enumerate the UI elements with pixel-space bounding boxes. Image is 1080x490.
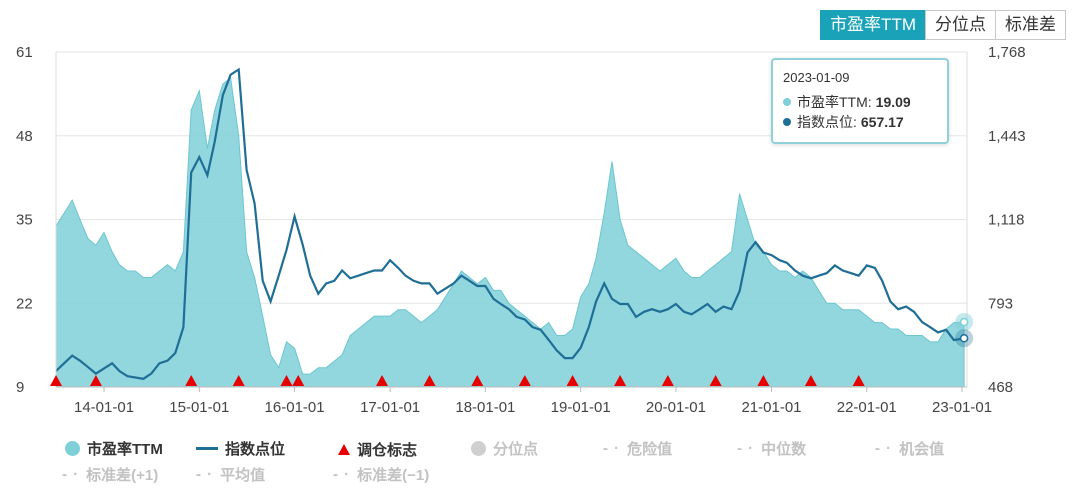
rebalance-marker	[292, 375, 305, 386]
dash-icon: - ·	[875, 440, 893, 457]
x-tick-label: 23-01-01	[932, 399, 992, 416]
rebalance-markers	[50, 375, 865, 386]
tab-pe-ttm[interactable]: 市盈率TTM	[820, 10, 926, 40]
x-tick-label: 16-01-01	[265, 399, 325, 416]
rebalance-marker	[280, 375, 293, 386]
legend-item-percentile[interactable]: 分位点	[471, 438, 538, 459]
legend-item-danger[interactable]: - · 危险值	[603, 440, 673, 458]
tooltip-date: 2023-01-09	[783, 70, 850, 85]
rebalance-marker	[614, 375, 627, 386]
hover-highlight	[955, 312, 974, 348]
tooltip-index-row: 指数点位: 657.17	[783, 112, 904, 132]
rebalance-marker	[661, 375, 674, 386]
x-tick-label: 20-01-01	[646, 399, 706, 416]
tooltip-pe-value: 19.09	[875, 94, 911, 110]
legend-item-opportunity[interactable]: - · 机会值	[875, 440, 945, 458]
x-tick-label: 17-01-01	[360, 399, 420, 416]
dash-icon: - ·	[333, 466, 351, 483]
rebalance-marker	[185, 375, 198, 386]
rebalance-marker	[709, 375, 722, 386]
tab-percentile[interactable]: 分位点	[925, 10, 996, 40]
y-right-tick-label: 1,768	[988, 44, 1026, 61]
legend-item-average[interactable]: - · 平均值	[196, 466, 266, 484]
y-left-tick-label: 61	[16, 44, 33, 61]
x-tick-label: 15-01-01	[169, 399, 229, 416]
tab-std-dev[interactable]: 标准差	[995, 10, 1066, 40]
index-dot-icon	[783, 118, 791, 126]
triangle-icon	[338, 444, 350, 455]
legend-item-pe[interactable]: 市盈率TTM	[65, 438, 163, 459]
legend-item-std-minus[interactable]: - · 标准差(−1)	[333, 466, 430, 484]
legend-item-std-plus[interactable]: - · 标准差(+1)	[62, 466, 159, 484]
y-right-tick-label: 793	[988, 295, 1013, 312]
pe-dot-icon	[783, 98, 791, 106]
index-line	[55, 67, 965, 380]
y-right-tick-label: 1,118	[988, 212, 1024, 229]
axes: 9 468 22 793 35 1,118 48 1,443 61 1,768 14-01-01 15…	[16, 44, 1026, 416]
y-left-tick-label: 9	[16, 379, 24, 396]
rebalance-marker	[757, 375, 770, 386]
x-tick-label: 19-01-01	[551, 399, 611, 416]
x-tick-label: 22-01-01	[837, 399, 897, 416]
dash-icon: - ·	[603, 440, 621, 457]
legend-item-median[interactable]: - · 中位数	[737, 440, 807, 458]
rebalance-marker	[376, 375, 389, 386]
pe-highlight-point	[959, 317, 969, 327]
line-icon	[196, 447, 218, 450]
rebalance-marker	[804, 375, 817, 386]
dash-icon: - ·	[196, 466, 214, 483]
index-line-layer	[55, 67, 965, 380]
tooltip-pe-label: 市盈率TTM:	[797, 94, 872, 110]
circle-icon	[65, 441, 80, 456]
x-tick-label: 18-01-01	[455, 399, 515, 416]
rebalance-marker	[852, 375, 865, 386]
x-tick-label: 14-01-01	[74, 399, 134, 416]
legend-item-index[interactable]: 指数点位	[196, 438, 285, 459]
x-tick-label: 21-01-01	[741, 399, 801, 416]
tooltip-index-value: 657.17	[860, 114, 904, 130]
circle-icon	[471, 441, 486, 456]
rebalance-marker	[423, 375, 436, 386]
tooltip-pe-row: 市盈率TTM: 19.09	[783, 92, 911, 112]
dash-icon: - ·	[62, 466, 80, 483]
pe-area	[55, 76, 965, 388]
y-left-tick-label: 48	[16, 128, 33, 145]
index-highlight-point	[959, 334, 969, 343]
rebalance-marker	[50, 375, 62, 386]
y-right-tick-label: 1,443	[988, 128, 1026, 145]
chart-tooltip: 2023-01-09 市盈率TTM: 19.09 指数点位: 657.17	[771, 58, 949, 144]
rebalance-marker	[566, 375, 579, 386]
legend-item-rebalance[interactable]: 调仓标志	[338, 439, 417, 460]
tooltip-index-label: 指数点位:	[797, 114, 857, 130]
y-left-tick-label: 22	[16, 295, 33, 312]
rebalance-marker	[518, 375, 531, 386]
rebalance-marker	[232, 375, 245, 386]
rebalance-marker	[471, 375, 484, 386]
pe-area-layer	[55, 76, 965, 388]
metric-tabs: 市盈率TTM 分位点 标准差	[820, 10, 1066, 40]
y-right-tick-label: 468	[988, 379, 1013, 396]
rebalance-marker	[89, 375, 102, 386]
y-left-tick-label: 35	[16, 212, 33, 229]
dash-icon: - ·	[737, 440, 755, 457]
